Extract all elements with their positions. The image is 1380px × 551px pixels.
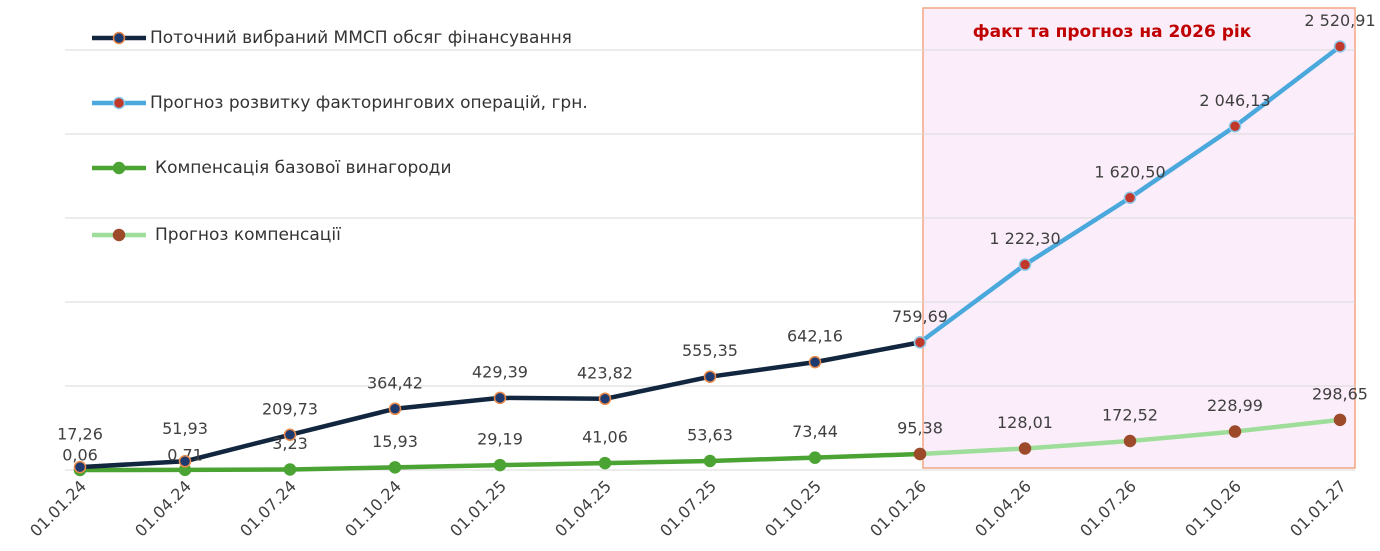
legend-marker: [112, 31, 126, 45]
annotation: факт та прогноз на 2026 рік: [973, 22, 1252, 42]
legend-label: Прогноз розвитку факторингових операцій,…: [150, 93, 588, 113]
data-label: 51,93: [162, 419, 208, 438]
data-point: [1228, 425, 1242, 438]
data-point: [1228, 120, 1242, 133]
x-tick-label: 01.10.26: [1181, 477, 1245, 541]
x-tick-label: 01.04.26: [971, 477, 1035, 541]
data-point: [913, 336, 927, 349]
x-tick-label: 01.04.25: [551, 477, 615, 541]
data-label: 2 046,13: [1199, 91, 1270, 110]
x-tick-label: 01.04.24: [131, 477, 195, 541]
data-label: 95,38: [897, 418, 943, 437]
data-label: 759,69: [892, 307, 948, 326]
data-label: 128,01: [997, 413, 1053, 432]
data-point: [493, 458, 507, 472]
data-point: [1123, 434, 1137, 448]
x-tick-label: 01.01.26: [866, 477, 930, 541]
x-tick-label: 01.07.24: [236, 477, 300, 541]
data-label: 73,44: [792, 422, 838, 441]
data-point: [388, 402, 402, 416]
data-point: [1018, 258, 1032, 271]
legend-marker: [112, 228, 126, 242]
legend-label: Поточний вибраний ММСП обсяг фінансуванн…: [150, 28, 572, 48]
data-label: 0,06: [62, 445, 98, 464]
data-point: [388, 461, 402, 474]
forecast-region: [922, 7, 1356, 469]
data-point: [493, 391, 507, 405]
data-label: 423,82: [577, 363, 633, 382]
data-point: [703, 370, 717, 383]
data-point: [598, 392, 612, 406]
x-tick-label: 01.10.25: [761, 477, 825, 541]
data-point: [1333, 413, 1347, 427]
x-tick-label: 01.07.26: [1076, 477, 1140, 541]
data-point: [283, 428, 297, 442]
data-label: 298,65: [1312, 384, 1368, 403]
data-point: [73, 460, 87, 474]
data-label: 364,42: [367, 373, 423, 392]
data-point: [1123, 191, 1137, 205]
data-label: 1 222,30: [989, 229, 1060, 248]
data-label: 17,26: [57, 425, 103, 444]
data-point: [703, 454, 717, 468]
data-label: 209,73: [262, 399, 318, 418]
data-label: 29,19: [477, 430, 523, 449]
x-tick-label: 01.01.25: [446, 477, 510, 541]
data-label: 2 520,91: [1304, 11, 1375, 30]
data-label: 429,39: [472, 362, 528, 381]
data-label: 1 620,50: [1094, 162, 1165, 181]
data-label: 555,35: [682, 341, 738, 360]
data-label: 41,06: [582, 428, 628, 447]
data-point: [283, 463, 297, 476]
data-point: [808, 355, 822, 369]
data-point: [178, 455, 192, 468]
data-point: [913, 447, 927, 461]
x-tick-label: 01.07.25: [656, 477, 720, 541]
legend-label: Компенсація базової винагороди: [155, 158, 452, 178]
legend-label: Прогноз компенсації: [155, 225, 341, 245]
legend-marker: [112, 161, 126, 175]
data-label: 53,63: [687, 425, 733, 444]
data-label: 3,23: [272, 434, 308, 453]
data-label: 642,16: [787, 327, 843, 346]
data-point: [598, 456, 612, 470]
data-point: [1018, 442, 1032, 455]
data-label: 0,71: [167, 445, 203, 464]
legend-marker: [112, 96, 126, 110]
data-label: 15,93: [372, 432, 418, 451]
data-label: 172,52: [1102, 406, 1158, 425]
x-tick-label: 01.01.24: [26, 477, 90, 541]
data-label: 228,99: [1207, 396, 1263, 415]
x-tick-label: 01.10.24: [341, 477, 405, 541]
data-point: [808, 451, 822, 464]
data-point: [1333, 40, 1347, 53]
x-tick-label: 01.01.27: [1286, 477, 1350, 541]
